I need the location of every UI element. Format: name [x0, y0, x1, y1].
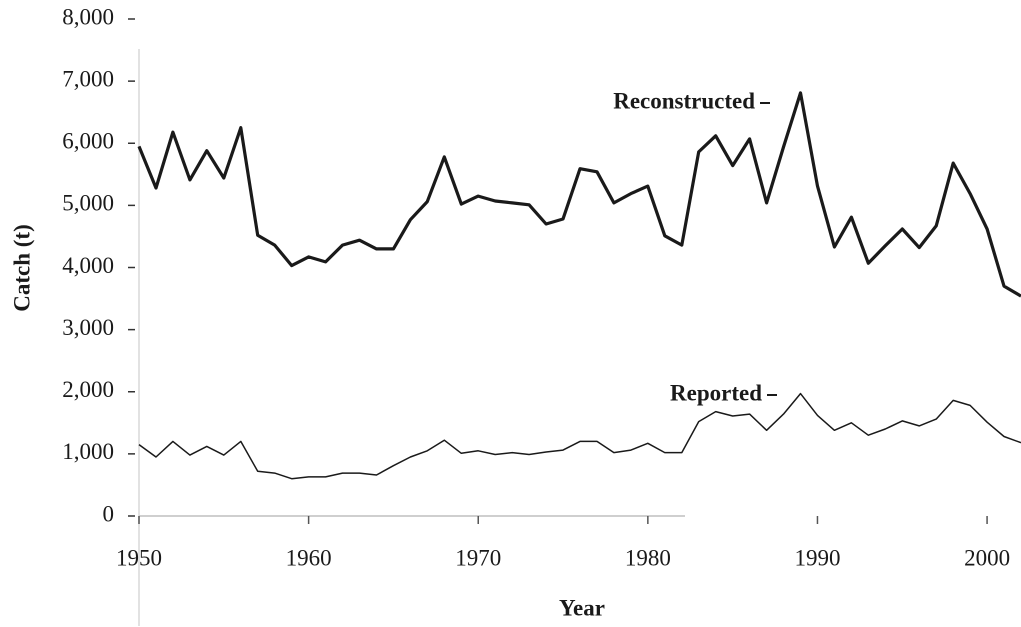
y-tick-label: 4,000 — [62, 253, 114, 278]
x-tick-label: 1980 — [625, 545, 671, 570]
y-tick-label: 1,000 — [62, 439, 114, 464]
x-tick-label: 1970 — [455, 545, 501, 570]
x-tick-label: 2000 — [964, 545, 1010, 570]
y-tick-label: 5,000 — [62, 191, 114, 216]
series-label: Reconstructed — [613, 88, 755, 113]
y-tick-label: 2,000 — [62, 377, 114, 402]
x-tick-label: 1990 — [794, 545, 840, 570]
series-line — [138, 392, 1021, 480]
y-tick-label: 7,000 — [62, 66, 114, 91]
x-tick-label: 1950 — [116, 545, 162, 570]
y-tick-label: 0 — [103, 501, 115, 526]
y-tick-label: 3,000 — [62, 315, 114, 340]
y-tick-label: 8,000 — [62, 4, 114, 29]
series-label: Reported — [670, 380, 762, 405]
x-tick-label: 1960 — [286, 545, 332, 570]
x-axis-label: Year — [559, 595, 605, 620]
series-line — [137, 91, 1021, 298]
y-axis-label: Catch (t) — [9, 224, 34, 312]
y-tick-label: 6,000 — [62, 129, 114, 154]
